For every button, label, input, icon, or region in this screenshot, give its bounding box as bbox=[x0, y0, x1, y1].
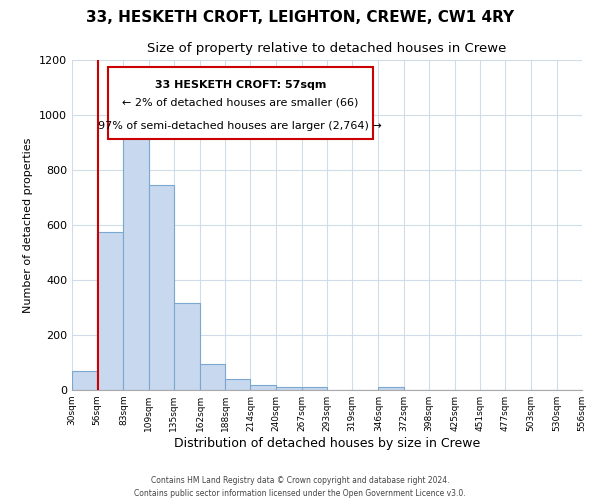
X-axis label: Distribution of detached houses by size in Crewe: Distribution of detached houses by size … bbox=[174, 437, 480, 450]
Bar bbox=[124, 115, 149, 390]
Bar bbox=[225, 379, 250, 390]
Bar bbox=[174, 304, 200, 390]
Text: 97% of semi-detached houses are larger (2,764) →: 97% of semi-detached houses are larger (… bbox=[98, 121, 382, 131]
Bar bbox=[200, 364, 225, 390]
Title: Size of property relative to detached houses in Crewe: Size of property relative to detached ho… bbox=[148, 42, 506, 54]
Bar bbox=[250, 384, 275, 390]
Text: 33, HESKETH CROFT, LEIGHTON, CREWE, CW1 4RY: 33, HESKETH CROFT, LEIGHTON, CREWE, CW1 … bbox=[86, 10, 514, 25]
Text: ← 2% of detached houses are smaller (66): ← 2% of detached houses are smaller (66) bbox=[122, 98, 358, 108]
Text: Contains HM Land Registry data © Crown copyright and database right 2024.
Contai: Contains HM Land Registry data © Crown c… bbox=[134, 476, 466, 498]
Y-axis label: Number of detached properties: Number of detached properties bbox=[23, 138, 34, 312]
Bar bbox=[275, 387, 302, 390]
Bar bbox=[302, 387, 327, 390]
Text: 33 HESKETH CROFT: 57sqm: 33 HESKETH CROFT: 57sqm bbox=[155, 80, 326, 90]
Bar bbox=[379, 387, 404, 390]
FancyBboxPatch shape bbox=[108, 66, 373, 139]
Bar bbox=[72, 371, 97, 390]
Bar bbox=[97, 232, 124, 390]
Bar bbox=[149, 185, 174, 390]
